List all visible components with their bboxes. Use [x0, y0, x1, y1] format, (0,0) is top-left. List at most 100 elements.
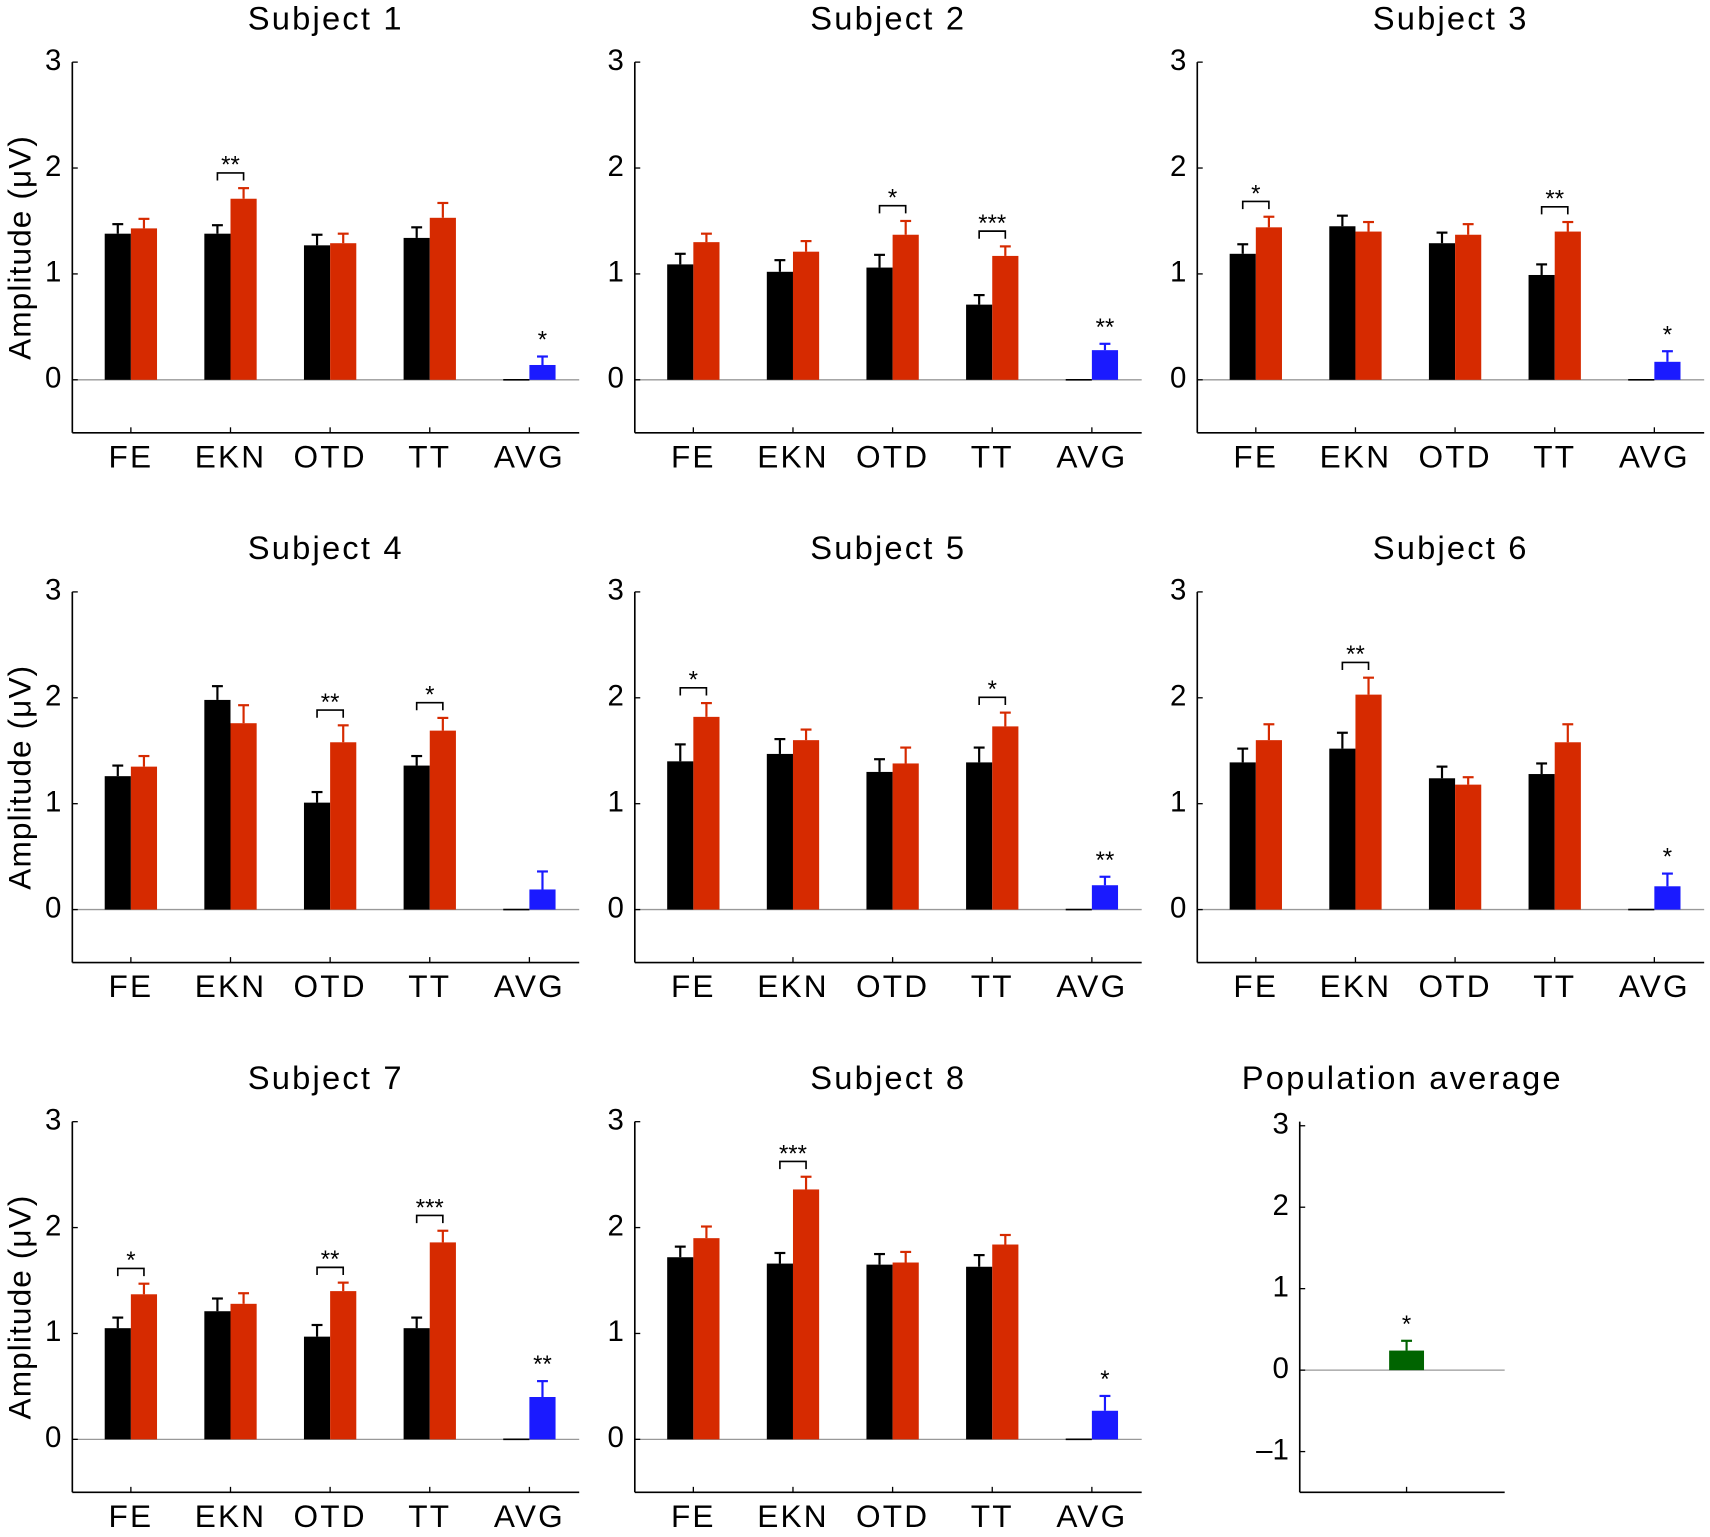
- y-axis-label: Amplitude (μV): [2, 665, 38, 890]
- bar: [403, 765, 430, 910]
- x-tick-label: FE: [1233, 438, 1278, 474]
- significance-label: *: [1251, 180, 1260, 207]
- bar: [766, 1263, 793, 1440]
- significance-label: **: [1096, 314, 1115, 341]
- bar: [130, 766, 158, 910]
- y-tick-label: 1: [45, 785, 61, 818]
- bar: [792, 740, 820, 910]
- bar: [966, 762, 993, 910]
- y-tick-label: 2: [45, 1209, 61, 1242]
- significance-bracket: [316, 1266, 345, 1276]
- bar: [130, 228, 158, 380]
- x-tick-label: TT: [971, 438, 1014, 474]
- chart-title: Subject 4: [248, 529, 404, 566]
- bar: [230, 198, 257, 380]
- bar: [1528, 274, 1555, 380]
- y-tick-label: 3: [45, 44, 61, 77]
- bar: [403, 1328, 430, 1440]
- significance-bracket: [415, 701, 444, 711]
- x-tick-label: AVG: [1056, 438, 1127, 474]
- significance-bracket: [1341, 661, 1370, 671]
- bar: [667, 1257, 694, 1440]
- x-tick-label: FE: [108, 968, 153, 1004]
- bar: [1229, 762, 1256, 910]
- bar: [1355, 694, 1382, 910]
- bar: [104, 233, 131, 380]
- x-tick-label: AVG: [1619, 968, 1690, 1004]
- x-tick-label: AVG: [494, 968, 565, 1004]
- bar: [1329, 226, 1356, 380]
- bar: [992, 1244, 1019, 1440]
- x-tick-label: OTD: [293, 438, 366, 474]
- bar: [792, 251, 820, 380]
- significance-bracket: [116, 1267, 145, 1277]
- bar: [104, 1328, 131, 1440]
- y-tick-label: 0: [1272, 1352, 1288, 1385]
- bar: [966, 1266, 993, 1440]
- x-tick-label: FE: [671, 1498, 716, 1534]
- y-axis-label: Amplitude (μV): [2, 135, 38, 360]
- bar: [866, 771, 893, 910]
- y-tick-label: 2: [1170, 150, 1186, 183]
- chart-title: Subject 3: [1373, 0, 1529, 36]
- y-tick-label: 3: [608, 1103, 624, 1136]
- y-tick-label: 0: [1170, 362, 1186, 395]
- bar: [529, 364, 556, 380]
- y-tick-label: 3: [1170, 44, 1186, 77]
- x-tick-label: EKN: [1320, 968, 1392, 1004]
- chart-title: Subject 1: [248, 0, 404, 36]
- bar: [429, 217, 456, 380]
- bar: [1329, 748, 1356, 910]
- x-tick-label: EKN: [757, 438, 829, 474]
- bar: [766, 271, 793, 380]
- bar: [693, 1238, 720, 1440]
- x-tick-label: OTD: [856, 1498, 929, 1534]
- bar: [1091, 350, 1119, 380]
- significance-bracket: [978, 696, 1007, 705]
- bar: [529, 889, 556, 910]
- x-tick-label: AVG: [1056, 968, 1127, 1004]
- significance-bracket: [978, 230, 1007, 239]
- x-tick-label: FE: [108, 1498, 153, 1534]
- significance-bracket: [779, 1160, 807, 1170]
- significance-bracket: [316, 709, 345, 718]
- bar: [966, 304, 993, 380]
- bar: [104, 776, 131, 910]
- bar: [1654, 361, 1681, 380]
- y-tick-label: 3: [608, 44, 624, 77]
- significance-label: ***: [416, 1194, 444, 1221]
- significance-label: **: [321, 1246, 340, 1273]
- bar: [1091, 1410, 1119, 1440]
- bar: [1428, 778, 1456, 910]
- y-tick-label: 1: [1170, 785, 1186, 818]
- bar: [303, 245, 331, 380]
- x-tick-label: OTD: [1418, 438, 1491, 474]
- y-tick-label: 0: [1170, 891, 1186, 924]
- bar: [1091, 885, 1119, 910]
- bar: [429, 1242, 456, 1440]
- bar: [1455, 234, 1482, 380]
- x-tick-label: FE: [671, 968, 716, 1004]
- bar: [330, 742, 357, 910]
- x-tick-label: TT: [408, 438, 451, 474]
- significance-bracket: [1241, 200, 1270, 210]
- x-tick-label: OTD: [1418, 968, 1491, 1004]
- y-tick-label: 2: [45, 680, 61, 713]
- significance-label: **: [533, 1351, 552, 1378]
- significance-label: *: [126, 1247, 135, 1274]
- y-axis-label: Amplitude (μV): [2, 1195, 38, 1420]
- y-tick-label: 0: [45, 1421, 61, 1454]
- chart-title: Population average: [1242, 1059, 1563, 1096]
- x-tick-label: TT: [1533, 968, 1576, 1004]
- significance-label: ***: [978, 210, 1006, 237]
- x-tick-label: EKN: [195, 438, 267, 474]
- bar: [1389, 1350, 1425, 1371]
- x-tick-label: OTD: [293, 1498, 366, 1534]
- y-tick-label: 0: [45, 891, 61, 924]
- y-tick-label: 3: [608, 574, 624, 607]
- bar: [204, 1311, 231, 1440]
- bar: [892, 763, 919, 910]
- x-tick-label: OTD: [856, 438, 929, 474]
- significance-bracket: [216, 172, 245, 181]
- x-tick-label: FE: [1233, 968, 1278, 1004]
